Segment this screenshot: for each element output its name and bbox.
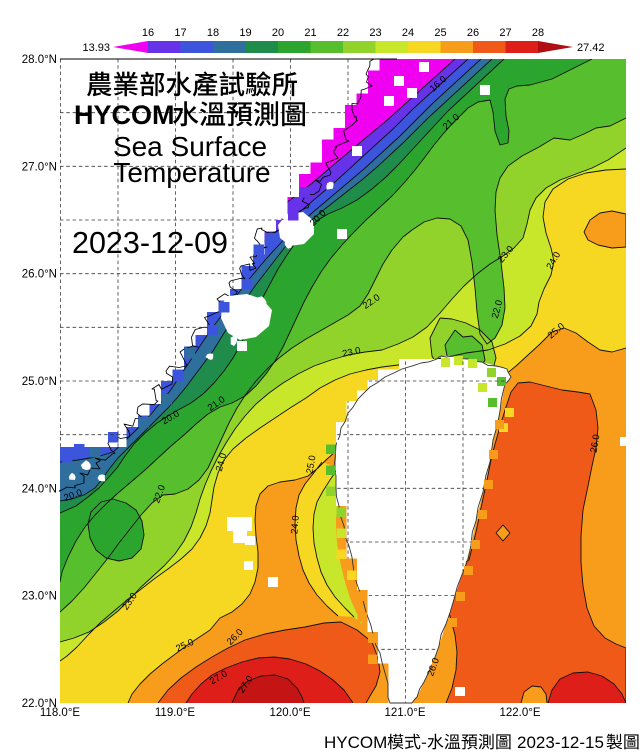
svg-text:27: 27 (499, 27, 511, 39)
svg-text:22.0°N: 22.0°N (22, 698, 57, 710)
svg-text:118.0°E: 118.0°E (40, 707, 81, 719)
svg-text:25.0: 25.0 (305, 455, 319, 475)
svg-text:Sea Surface: Sea Surface (113, 131, 267, 162)
svg-text:27.0°N: 27.0°N (22, 161, 57, 173)
svg-text:121.0°E: 121.0°E (384, 707, 425, 719)
svg-text:24.0: 24.0 (214, 452, 229, 473)
svg-text:120.0°E: 120.0°E (269, 707, 310, 719)
svg-text:19: 19 (239, 27, 251, 39)
svg-text:26: 26 (467, 27, 479, 39)
svg-text:24.0°N: 24.0°N (22, 483, 57, 495)
svg-text:26.0°N: 26.0°N (22, 269, 57, 281)
svg-text:23.0: 23.0 (341, 345, 361, 360)
svg-text:28.0°N: 28.0°N (22, 54, 57, 66)
svg-text:Temperature: Temperature (113, 157, 270, 188)
svg-text:26.0: 26.0 (589, 434, 603, 454)
svg-text:2023-12-09: 2023-12-09 (72, 226, 228, 260)
svg-text:13.93: 13.93 (82, 42, 110, 54)
svg-text:HYCOM: HYCOM (74, 100, 175, 130)
svg-text:20: 20 (272, 27, 284, 39)
svg-text:24: 24 (402, 27, 414, 39)
svg-text:24.0: 24.0 (289, 515, 302, 534)
svg-text:119.0°E: 119.0°E (155, 707, 196, 719)
svg-text:18: 18 (207, 27, 219, 39)
svg-text:122.0°E: 122.0°E (499, 707, 540, 719)
svg-text:22: 22 (337, 27, 349, 39)
svg-text:21: 21 (304, 27, 316, 39)
svg-text:25.0°N: 25.0°N (22, 376, 57, 388)
svg-text:25: 25 (434, 27, 446, 39)
svg-text:22.0: 22.0 (490, 299, 505, 320)
svg-text:27.42: 27.42 (577, 42, 605, 54)
svg-text:2023-12-15: 2023-12-15 (517, 733, 604, 752)
svg-text:28: 28 (532, 27, 544, 39)
svg-text:23: 23 (369, 27, 381, 39)
svg-text:16: 16 (142, 27, 154, 39)
svg-text:HYCOM: HYCOM (324, 733, 387, 752)
svg-text:17: 17 (174, 27, 186, 39)
svg-text:23.0°N: 23.0°N (22, 591, 57, 603)
